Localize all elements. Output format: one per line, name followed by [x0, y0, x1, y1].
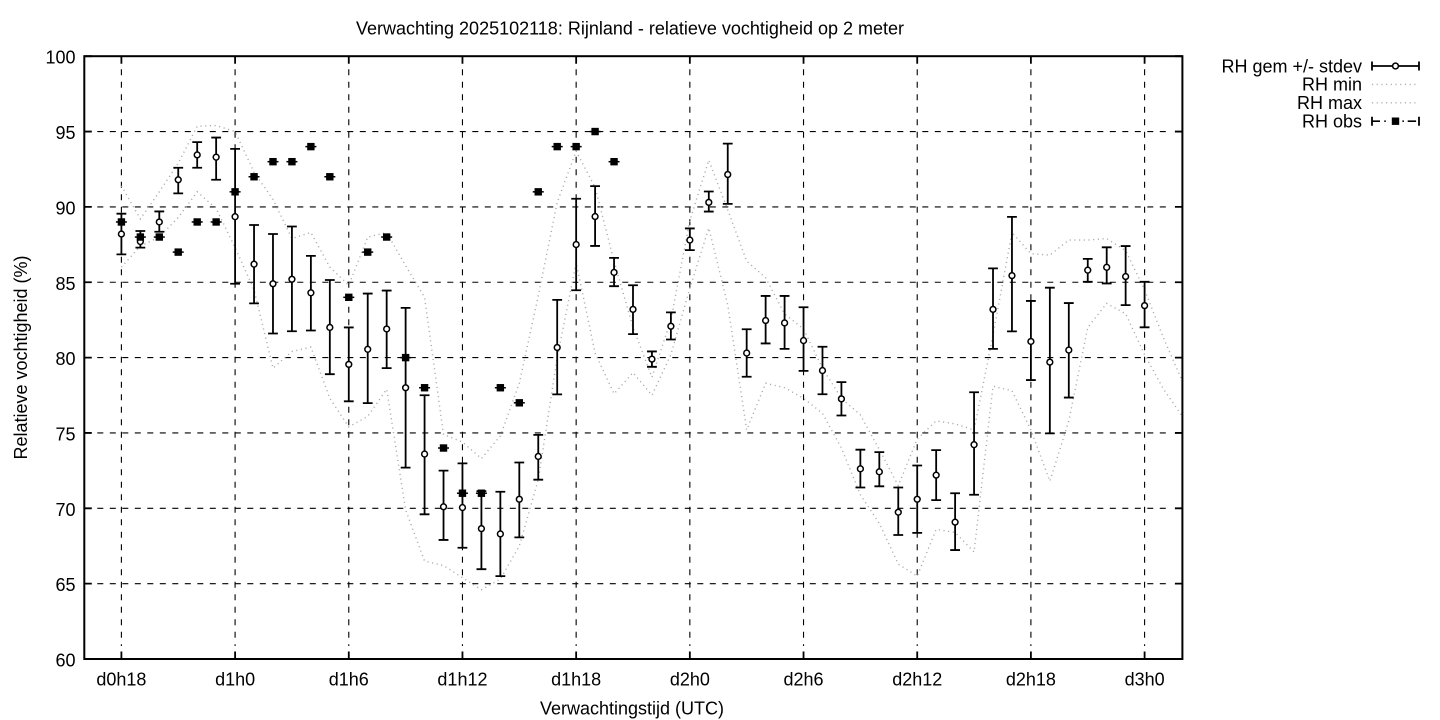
svg-text:d1h0: d1h0	[215, 670, 255, 690]
svg-text:90: 90	[55, 198, 75, 218]
svg-text:d2h12: d2h12	[892, 670, 942, 690]
svg-text:60: 60	[55, 651, 75, 671]
svg-text:100: 100	[45, 48, 75, 68]
svg-text:70: 70	[55, 500, 75, 520]
svg-text:d1h12: d1h12	[437, 670, 487, 690]
svg-text:d0h18: d0h18	[96, 670, 146, 690]
svg-text:RH min: RH min	[1302, 75, 1362, 95]
svg-text:85: 85	[55, 274, 75, 294]
svg-text:d2h6: d2h6	[784, 670, 824, 690]
svg-text:d1h6: d1h6	[329, 670, 369, 690]
svg-text:RH gem +/- stdev: RH gem +/- stdev	[1221, 56, 1362, 76]
svg-text:d2h18: d2h18	[1006, 670, 1056, 690]
svg-text:65: 65	[55, 575, 75, 595]
svg-text:80: 80	[55, 349, 75, 369]
svg-text:d2h0: d2h0	[670, 670, 710, 690]
svg-text:95: 95	[55, 123, 75, 143]
svg-text:d1h18: d1h18	[551, 670, 601, 690]
svg-text:75: 75	[55, 424, 75, 444]
svg-text:d3h0: d3h0	[1125, 670, 1165, 690]
svg-text:RH obs: RH obs	[1302, 112, 1362, 132]
svg-text:Verwachtingstijd (UTC): Verwachtingstijd (UTC)	[540, 699, 724, 719]
svg-text:Relatieve vochtigheid (%): Relatieve vochtigheid (%)	[11, 255, 31, 459]
svg-text:RH max: RH max	[1297, 93, 1362, 113]
svg-text:Verwachting 2025102118: Rijnla: Verwachting 2025102118: Rijnland - relat…	[356, 19, 904, 39]
